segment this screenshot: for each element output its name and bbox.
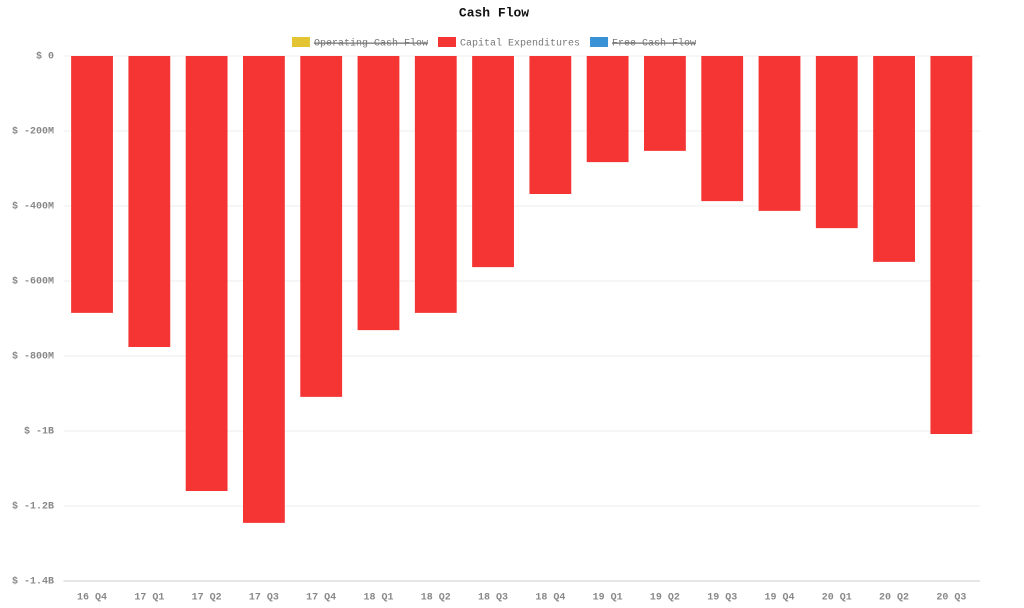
x-tick-label: 20 Q2 [879, 593, 909, 604]
y-tick-label: $ -1.2B [12, 501, 54, 513]
x-tick-label: 17 Q2 [192, 593, 222, 604]
bar [586, 56, 629, 163]
bar [357, 56, 400, 331]
bar [128, 56, 171, 347]
y-tick-label: $ -800M [12, 351, 54, 363]
x-tick-label: 17 Q1 [134, 593, 164, 604]
y-tick-label: $ -1.4B [12, 576, 54, 588]
x-tick-label: 18 Q3 [478, 593, 508, 604]
x-tick-label: 19 Q2 [650, 593, 680, 604]
bar [71, 56, 113, 313]
x-tick-label: 18 Q2 [421, 593, 451, 604]
x-tick-label: 17 Q3 [249, 593, 279, 604]
bar [873, 56, 915, 262]
x-tick-label: 18 Q4 [535, 593, 565, 604]
bar [414, 56, 457, 313]
x-tick-label: 20 Q3 [936, 593, 966, 604]
y-tick-label: $ -600M [12, 276, 54, 288]
y-tick-label: $ 0 [36, 51, 54, 63]
y-tick-label: $ -400M [12, 201, 54, 213]
bar [529, 56, 572, 194]
legend-label[interactable]: Operating Cash Flow [314, 38, 428, 50]
bar [472, 56, 514, 268]
bar [185, 56, 228, 491]
x-tick-label: 19 Q4 [764, 593, 794, 604]
legend-swatch[interactable] [291, 37, 310, 47]
legend-label[interactable]: Free Cash Flow [612, 38, 696, 50]
bar [644, 56, 686, 151]
y-tick-label: $ -1B [24, 426, 54, 438]
x-tick-label: 19 Q3 [707, 593, 737, 604]
bar [758, 56, 801, 211]
legend-label[interactable]: Capital Expenditures [460, 38, 580, 50]
bar [701, 56, 744, 202]
legend-swatch[interactable] [437, 37, 456, 47]
y-tick-label: $ -200M [12, 126, 54, 138]
x-tick-label: 19 Q1 [593, 593, 623, 604]
bar [815, 56, 858, 229]
x-tick-label: 18 Q1 [363, 593, 393, 604]
bar [300, 56, 343, 397]
x-tick-label: 17 Q4 [306, 593, 336, 604]
x-tick-label: 20 Q1 [822, 593, 852, 604]
bar [242, 56, 285, 523]
bar [930, 56, 973, 434]
x-tick-label: 16 Q4 [77, 593, 107, 604]
legend-swatch[interactable] [590, 37, 609, 47]
chart-title: Cash Flow [459, 5, 529, 20]
